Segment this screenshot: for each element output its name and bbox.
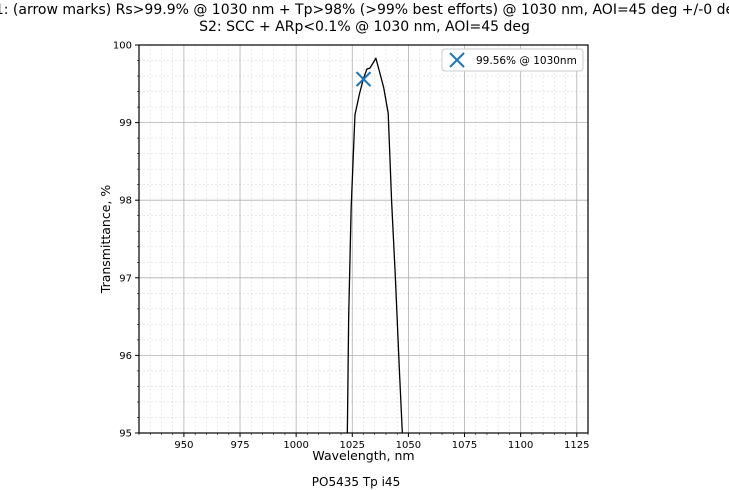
y-tick-label: 95 xyxy=(119,429,132,440)
y-tick-label: 98 xyxy=(119,196,132,207)
marker-stroke xyxy=(355,71,372,87)
y-tick-label: 97 xyxy=(119,273,132,284)
legend: 99.56% @ 1030nm xyxy=(441,48,584,72)
series-line-0 xyxy=(346,57,403,434)
legend-box xyxy=(441,48,584,72)
y-axis-label: Transmittance, % xyxy=(98,185,113,295)
y-tick-label: 99 xyxy=(119,118,132,129)
x-tick-label: 1100 xyxy=(508,440,533,451)
x-tick-label: 1000 xyxy=(283,440,308,451)
data-marker-x-0 xyxy=(355,71,372,87)
x-tick-label: 950 xyxy=(174,440,193,451)
marker-layer xyxy=(355,71,372,87)
y-tick-label: 100 xyxy=(113,41,132,52)
legend-marker-x xyxy=(449,52,465,68)
chart-caption: PO5435 Tp i45 xyxy=(312,475,400,489)
x-tick-label: 1125 xyxy=(564,440,589,451)
y-tick-label: 96 xyxy=(119,351,132,362)
x-tick-label: 1025 xyxy=(340,440,365,451)
x-tick-label: 975 xyxy=(230,440,249,451)
legend-label: 99.56% @ 1030nm xyxy=(476,55,577,67)
x-tick-label: 1075 xyxy=(452,440,477,451)
axis-ticks: 950 975 1000 1025 1050 1075 1100 1125 95 96 97 98 99… xyxy=(113,41,590,452)
chart-title-line-1: S1: (arrow marks) Rs>99.9% @ 1030 nm + T… xyxy=(0,2,729,18)
chart-title-line-2: S2: SCC + ARp<0.1% @ 1030 nm, AOI=45 deg xyxy=(199,19,530,35)
x-axis-label: Wavelength, nm xyxy=(312,448,414,463)
x-tick-label: 1050 xyxy=(396,440,421,451)
series-layer xyxy=(346,57,403,434)
